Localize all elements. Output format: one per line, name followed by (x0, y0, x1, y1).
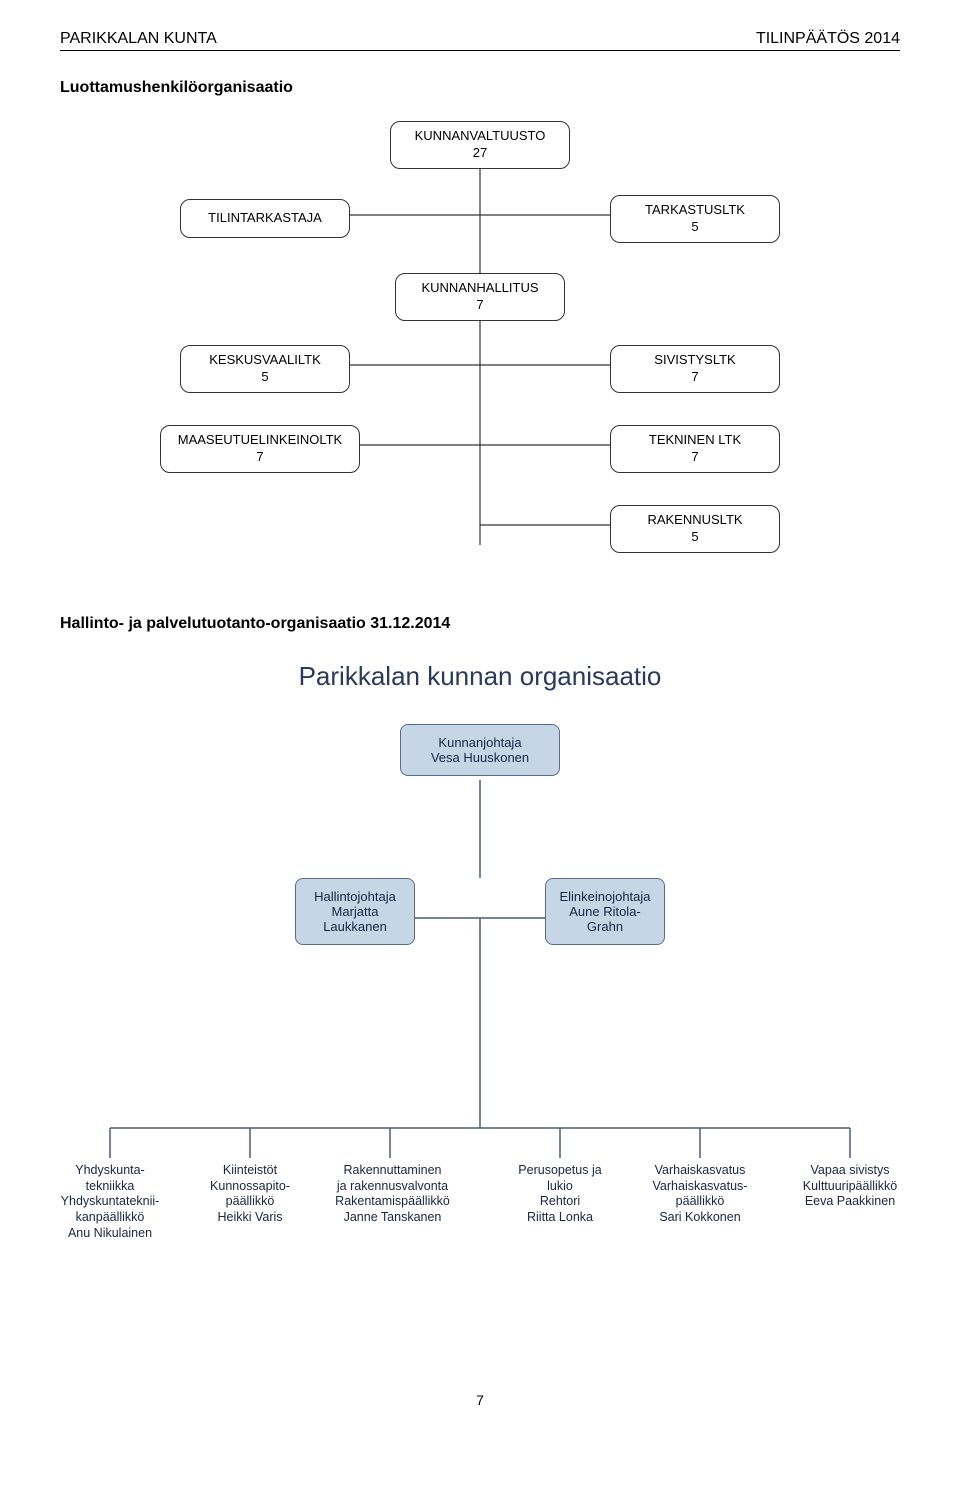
org1-right2-label: SIVISTYSLTK (619, 352, 771, 369)
org2-leaf-2: Rakennuttaminen ja rakennusvalvonta Rake… (320, 1163, 465, 1226)
org2-leaf-0: Yhdyskunta- tekniikka Yhdyskuntateknii- … (45, 1163, 175, 1241)
leaf3-l4: Riitta Lonka (495, 1210, 625, 1226)
page-number: 7 (60, 1392, 900, 1408)
org2-top-l2: Vesa Huuskonen (407, 750, 553, 765)
org1-right3-count: 7 (619, 449, 771, 466)
org1-right3: TEKNINEN LTK 7 (610, 425, 780, 473)
org1-left1-label: TILINTARKASTAJA (187, 210, 343, 227)
page-header: PARIKKALAN KUNTA TILINPÄÄTÖS 2014 (60, 30, 900, 51)
leaf2-l4: Janne Tanskanen (320, 1210, 465, 1226)
leaf2-l3: Rakentamispäällikkö (320, 1194, 465, 1210)
org-chart-1: KUNNANVALTUUSTO 27 TILINTARKASTAJA TARKA… (160, 115, 800, 575)
leaf5-l3: Eeva Paakkinen (785, 1194, 915, 1210)
leaf0-l2: tekniikka (45, 1179, 175, 1195)
org2-top-l1: Kunnanjohtaja (407, 735, 553, 750)
leaf4-l3: päällikkö (635, 1194, 765, 1210)
org1-bottom-count: 5 (619, 529, 771, 546)
org1-top: KUNNANVALTUUSTO 27 (390, 121, 570, 169)
org2-midR-l2: Aune Ritola- (552, 904, 658, 919)
leaf5-l2: Kulttuuripäällikkö (785, 1179, 915, 1195)
org2-midL-l2: Marjatta (302, 904, 408, 919)
org2-leaf-4: Varhaiskasvatus Varhaiskasvatus- päällik… (635, 1163, 765, 1226)
org1-left2-label: KESKUSVAALILTK (189, 352, 341, 369)
header-left: PARIKKALAN KUNTA (60, 30, 217, 48)
leaf1-l2: Kunnossapito- (185, 1179, 315, 1195)
org1-top-count: 27 (399, 145, 561, 162)
org2-midL-l3: Laukkanen (302, 919, 408, 934)
org1-right1: TARKASTUSLTK 5 (610, 195, 780, 243)
org1-left2: KESKUSVAALILTK 5 (180, 345, 350, 393)
org1-left2-count: 5 (189, 369, 341, 386)
section2-title: Hallinto- ja palvelutuotanto-organisaati… (60, 615, 900, 633)
leaf3-l3: Rehtori (495, 1194, 625, 1210)
leaf5-l1: Vapaa sivistys (785, 1163, 915, 1179)
org2-midR-l1: Elinkeinojohtaja (552, 889, 658, 904)
org2-connectors (60, 718, 900, 1358)
leaf0-l3: Yhdyskuntateknii- (45, 1194, 175, 1210)
leaf1-l3: päällikkö (185, 1194, 315, 1210)
leaf4-l4: Sari Kokkonen (635, 1210, 765, 1226)
leaf0-l1: Yhdyskunta- (45, 1163, 175, 1179)
org1-left3: MAASEUTUELINKEINOLTK 7 (160, 425, 360, 473)
org2-title: Parikkalan kunnan organisaatio (60, 661, 900, 692)
org-chart-2: Kunnanjohtaja Vesa Huuskonen Hallintojoh… (60, 718, 900, 1358)
leaf0-l5: Anu Nikulainen (45, 1226, 175, 1242)
org2-midL-l1: Hallintojohtaja (302, 889, 408, 904)
leaf2-l1: Rakennuttaminen (320, 1163, 465, 1179)
org1-right1-count: 5 (619, 219, 771, 236)
org2-leaf-3: Perusopetus ja lukio Rehtori Riitta Lonk… (495, 1163, 625, 1226)
header-right: TILINPÄÄTÖS 2014 (756, 30, 900, 48)
org1-bottom: RAKENNUSLTK 5 (610, 505, 780, 553)
leaf0-l4: kanpäällikkö (45, 1210, 175, 1226)
leaf4-l2: Varhaiskasvatus- (635, 1179, 765, 1195)
leaf2-l2: ja rakennusvalvonta (320, 1179, 465, 1195)
org2-leaf-1: Kiinteistöt Kunnossapito- päällikkö Heik… (185, 1163, 315, 1226)
org1-mid: KUNNANHALLITUS 7 (395, 273, 565, 321)
org2-midR: Elinkeinojohtaja Aune Ritola- Grahn (545, 878, 665, 945)
org1-right2: SIVISTYSLTK 7 (610, 345, 780, 393)
org1-right3-label: TEKNINEN LTK (619, 432, 771, 449)
org1-right2-count: 7 (619, 369, 771, 386)
org2-midR-l3: Grahn (552, 919, 658, 934)
leaf4-l1: Varhaiskasvatus (635, 1163, 765, 1179)
org2-top: Kunnanjohtaja Vesa Huuskonen (400, 724, 560, 776)
leaf1-l4: Heikki Varis (185, 1210, 315, 1226)
leaf1-l1: Kiinteistöt (185, 1163, 315, 1179)
leaf3-l1: Perusopetus ja (495, 1163, 625, 1179)
org1-left3-count: 7 (169, 449, 351, 466)
section1-title: Luottamushenkilöorganisaatio (60, 79, 900, 97)
org1-top-label: KUNNANVALTUUSTO (399, 128, 561, 145)
leaf3-l2: lukio (495, 1179, 625, 1195)
org2-midL: Hallintojohtaja Marjatta Laukkanen (295, 878, 415, 945)
org1-right1-label: TARKASTUSLTK (619, 202, 771, 219)
org1-left1: TILINTARKASTAJA (180, 199, 350, 238)
org1-mid-count: 7 (404, 297, 556, 314)
org1-bottom-label: RAKENNUSLTK (619, 512, 771, 529)
org1-mid-label: KUNNANHALLITUS (404, 280, 556, 297)
org1-left3-label: MAASEUTUELINKEINOLTK (169, 432, 351, 449)
org2-leaf-5: Vapaa sivistys Kulttuuripäällikkö Eeva P… (785, 1163, 915, 1210)
